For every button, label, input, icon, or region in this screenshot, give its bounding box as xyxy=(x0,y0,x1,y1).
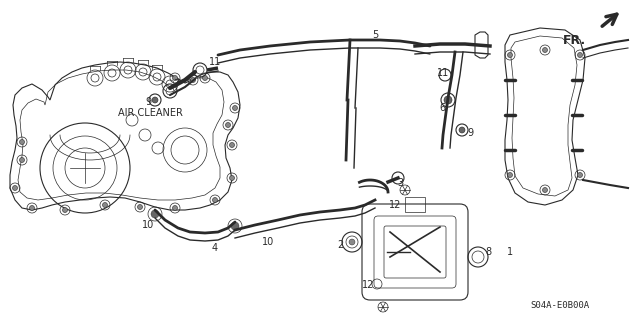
Text: 9: 9 xyxy=(145,97,151,107)
Circle shape xyxy=(19,158,24,162)
Text: 8: 8 xyxy=(485,247,491,257)
Circle shape xyxy=(230,175,234,181)
Circle shape xyxy=(543,188,547,192)
Circle shape xyxy=(152,97,158,103)
Circle shape xyxy=(29,205,35,211)
Circle shape xyxy=(231,222,239,230)
Circle shape xyxy=(202,76,207,80)
Circle shape xyxy=(577,173,582,177)
Circle shape xyxy=(444,96,452,104)
Circle shape xyxy=(508,173,513,177)
Text: FR.: FR. xyxy=(563,34,586,47)
Circle shape xyxy=(459,127,465,133)
Circle shape xyxy=(577,53,582,57)
Text: 1: 1 xyxy=(507,247,513,257)
Circle shape xyxy=(173,205,177,211)
Circle shape xyxy=(543,48,547,53)
Text: 2: 2 xyxy=(337,240,343,250)
Circle shape xyxy=(349,239,355,245)
Text: 10: 10 xyxy=(142,220,154,230)
Text: 12: 12 xyxy=(362,280,374,290)
Text: AIR CLEANER: AIR CLEANER xyxy=(118,108,183,118)
Circle shape xyxy=(225,122,230,128)
Circle shape xyxy=(508,53,513,57)
Circle shape xyxy=(102,203,108,207)
Circle shape xyxy=(191,78,195,83)
Text: 10: 10 xyxy=(262,237,274,247)
Text: 11: 11 xyxy=(437,68,449,78)
Circle shape xyxy=(19,139,24,145)
Circle shape xyxy=(138,204,143,210)
Text: 11: 11 xyxy=(209,57,221,67)
Circle shape xyxy=(173,76,177,80)
Circle shape xyxy=(151,210,159,218)
Text: 4: 4 xyxy=(212,243,218,253)
Circle shape xyxy=(212,197,218,203)
Text: 12: 12 xyxy=(389,200,401,210)
Text: 7: 7 xyxy=(173,79,179,89)
Text: 3: 3 xyxy=(397,178,403,188)
Text: 9: 9 xyxy=(467,128,473,138)
Text: 6: 6 xyxy=(439,103,445,113)
Circle shape xyxy=(230,143,234,147)
Circle shape xyxy=(232,106,237,110)
Text: S04A-E0B00A: S04A-E0B00A xyxy=(531,300,589,309)
Text: 5: 5 xyxy=(372,30,378,40)
Circle shape xyxy=(63,207,67,212)
Circle shape xyxy=(13,186,17,190)
